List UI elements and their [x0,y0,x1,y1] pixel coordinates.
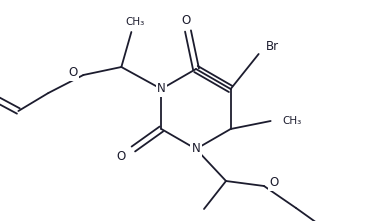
Text: O: O [269,177,279,189]
Text: O: O [182,15,191,27]
Text: N: N [157,82,166,95]
Text: O: O [69,67,78,80]
Text: CH₃: CH₃ [126,17,145,27]
Text: CH₃: CH₃ [283,116,302,126]
Text: N: N [192,143,200,156]
Text: Br: Br [266,40,279,53]
Text: O: O [117,151,126,164]
